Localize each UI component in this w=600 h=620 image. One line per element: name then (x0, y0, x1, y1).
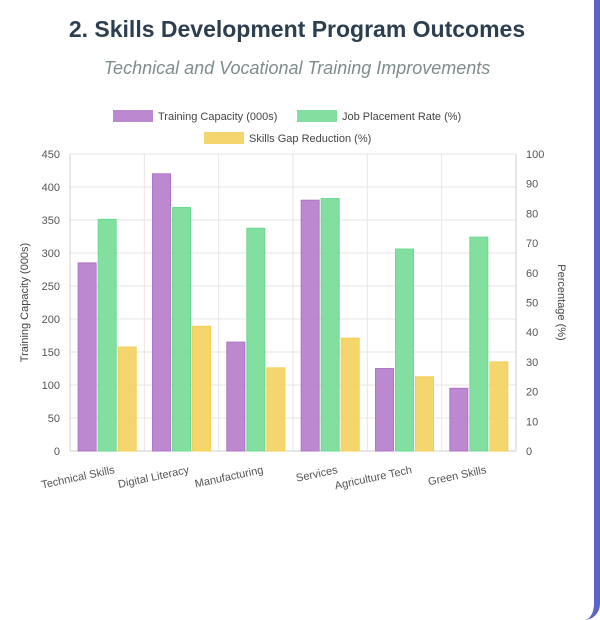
legend-label[interactable]: Job Placement Rate (%) (342, 111, 461, 123)
y-tick-label-right: 20 (526, 387, 538, 399)
y-tick-label-right: 100 (526, 149, 544, 161)
bar-job-placement-rate[interactable] (469, 236, 489, 452)
bar-skills-gap-reduction[interactable] (192, 325, 211, 452)
legend-swatch (204, 132, 244, 144)
y-tick-label-left: 200 (42, 314, 60, 326)
y-tick-label-right: 0 (526, 446, 532, 458)
y-tick-label-left: 0 (54, 446, 60, 458)
chart-title: 2. Skills Development Program Outcomes (68, 16, 526, 42)
y-tick-label-left: 300 (42, 248, 60, 260)
x-tick-label: Services (295, 464, 339, 485)
bar-skills-gap-reduction[interactable] (489, 361, 509, 452)
y-tick-label-right: 90 (526, 179, 538, 191)
y-tick-label-right: 40 (526, 327, 538, 339)
legend-label[interactable]: Training Capacity (000s) (158, 111, 277, 123)
bar-training-capacity-s[interactable] (226, 341, 246, 452)
bar-skills-gap-reduction[interactable] (340, 337, 360, 452)
y-axis-title-left: Training Capacity (000s) (19, 243, 31, 362)
y-tick-label-right: 50 (526, 298, 538, 310)
bar-job-placement-rate[interactable] (97, 218, 117, 452)
legend-swatch (297, 110, 337, 122)
bar-training-capacity-s[interactable] (375, 368, 394, 452)
legend-swatch (113, 110, 153, 122)
y-tick-label-left: 50 (48, 413, 60, 425)
y-tick-label-left: 250 (42, 281, 60, 293)
x-tick-label: Digital Literacy (117, 464, 191, 491)
bar-job-placement-rate[interactable] (395, 248, 414, 452)
bar-skills-gap-reduction[interactable] (117, 346, 137, 452)
x-tick-label: Green Skills (427, 464, 488, 488)
y-tick-label-left: 450 (42, 149, 60, 161)
y-tick-label-left: 150 (42, 347, 60, 359)
bar-job-placement-rate[interactable] (172, 206, 191, 452)
y-tick-label-right: 60 (526, 268, 538, 280)
y-tick-label-right: 30 (526, 357, 538, 369)
chart-subtitle: Technical and Vocational Training Improv… (103, 58, 491, 78)
y-tick-label-left: 400 (42, 182, 60, 194)
bar-job-placement-rate[interactable] (320, 198, 340, 452)
y-tick-label-right: 80 (526, 208, 538, 220)
bar-skills-gap-reduction[interactable] (415, 376, 434, 452)
bar-training-capacity-s[interactable] (449, 387, 469, 452)
x-tick-label: Technical Skills (40, 464, 116, 491)
bar-training-capacity-s[interactable] (77, 262, 97, 452)
y-tick-label-left: 100 (42, 380, 60, 392)
y-tick-label-left: 350 (42, 215, 60, 227)
y-axis-title-right: Percentage (%) (555, 264, 567, 340)
bar-skills-gap-reduction[interactable] (266, 367, 286, 452)
legend-label[interactable]: Skills Gap Reduction (%) (249, 133, 371, 145)
x-tick-label: Agriculture Tech (334, 464, 413, 492)
bar-job-placement-rate[interactable] (246, 227, 266, 452)
bar-training-capacity-s[interactable] (300, 199, 320, 452)
x-tick-label: Manufacturing (194, 464, 265, 490)
y-tick-label-right: 70 (526, 238, 538, 250)
bar-training-capacity-s[interactable] (152, 173, 171, 452)
y-tick-label-right: 10 (526, 416, 538, 428)
